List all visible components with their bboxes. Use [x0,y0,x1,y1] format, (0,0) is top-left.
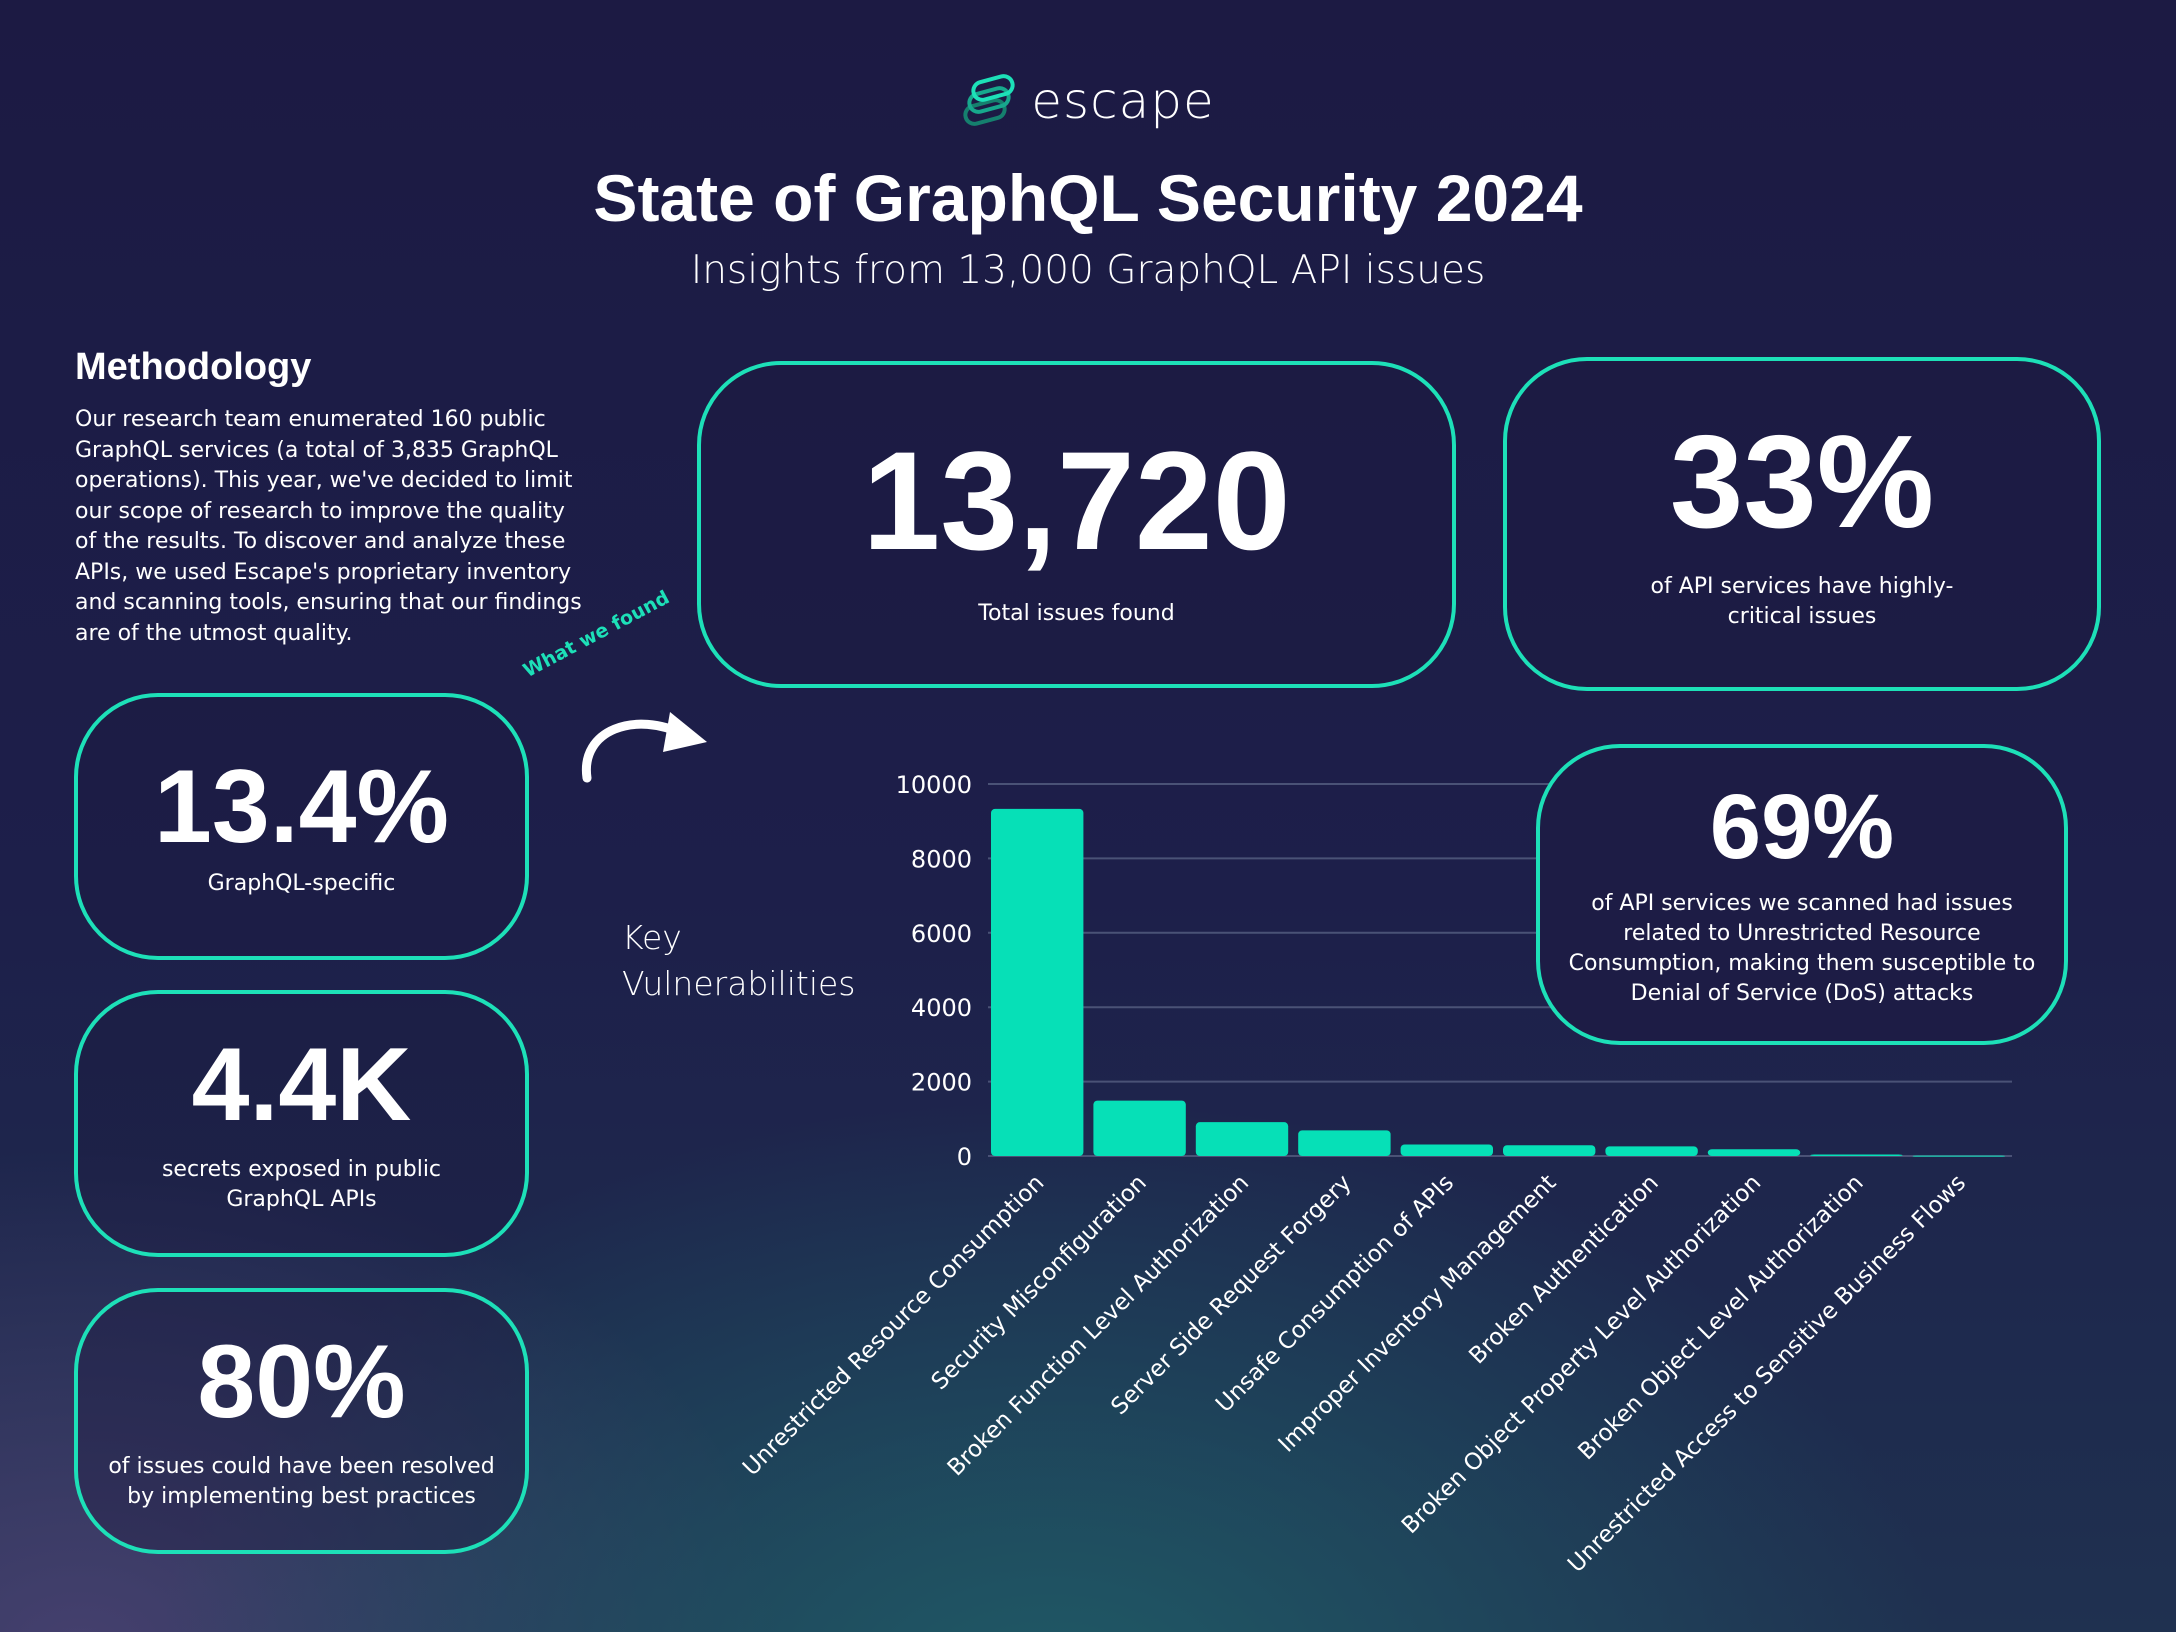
stat-value: 80% [197,1324,406,1440]
stat-graphql-specific: 13.4% GraphQL-specific [74,693,529,960]
stat-caption: Total issues found [978,600,1175,626]
stat-resource-consumption: 69% of API services we scanned had issue… [1536,744,2068,1045]
x-tick-label: Broken Object Property Level Authorizati… [1397,1170,1766,1539]
y-tick-label: 10000 [896,771,972,799]
escape-logo-icon [963,74,1015,126]
y-tick-label: 4000 [911,994,972,1022]
x-tick-label: Security Misconfiguration [927,1170,1152,1395]
bar [991,808,1084,1156]
stat-value: 69% [1709,775,1895,878]
bar [1810,1154,1903,1156]
bar [1093,1100,1186,1156]
bar [1912,1155,2005,1157]
y-tick-label: 0 [957,1143,972,1171]
methodology-heading: Methodology [75,346,312,388]
logo: escape [0,72,2176,130]
bar [1707,1149,1801,1156]
y-tick-label: 6000 [911,920,972,948]
bar [1605,1146,1698,1156]
bar [1503,1145,1596,1156]
x-tick-label: Broken Authentication [1464,1170,1664,1370]
stat-total-issues: 13,720 Total issues found [697,361,1456,688]
bar [1298,1130,1391,1156]
stat-caption: of issues could have been resolved by im… [108,1454,495,1509]
stat-value: 33% [1669,408,1935,555]
bar [1400,1144,1493,1156]
bar [1195,1122,1289,1156]
stat-value: 13.4% [154,748,449,865]
stat-value: 13,720 [862,421,1291,579]
stat-caption: secrets exposed in public GraphQL APIs [161,1156,442,1212]
y-tick-label: 8000 [911,845,972,873]
page-subtitle: Insights from 13,000 GraphQL API issues [690,248,1486,293]
curved-arrow-icon [581,712,707,783]
page-title: State of GraphQL Security 2024 [593,161,1583,235]
stat-caption: of API services we scanned had issues re… [1568,890,2036,1006]
stat-critical: 33% of API services have highly-critical… [1503,357,2101,691]
chart-title: Key Vulnerabilities [622,918,856,1003]
y-tick-label: 2000 [911,1069,972,1097]
x-tick-label: Unrestricted Access to Sensitive Busines… [1563,1170,1971,1578]
stat-caption: GraphQL-specific [207,870,396,896]
logo-text: escape [1031,72,1215,130]
stat-value: 4.4K [191,1026,412,1143]
methodology-text: Our research team enumerated 160 public … [75,407,582,646]
stat-caption: of API services have highly-critical iss… [1650,574,1954,629]
stat-secrets: 4.4K secrets exposed in public GraphQL A… [74,990,529,1257]
stat-best-practices: 80% of issues could have been resolved b… [74,1288,529,1554]
